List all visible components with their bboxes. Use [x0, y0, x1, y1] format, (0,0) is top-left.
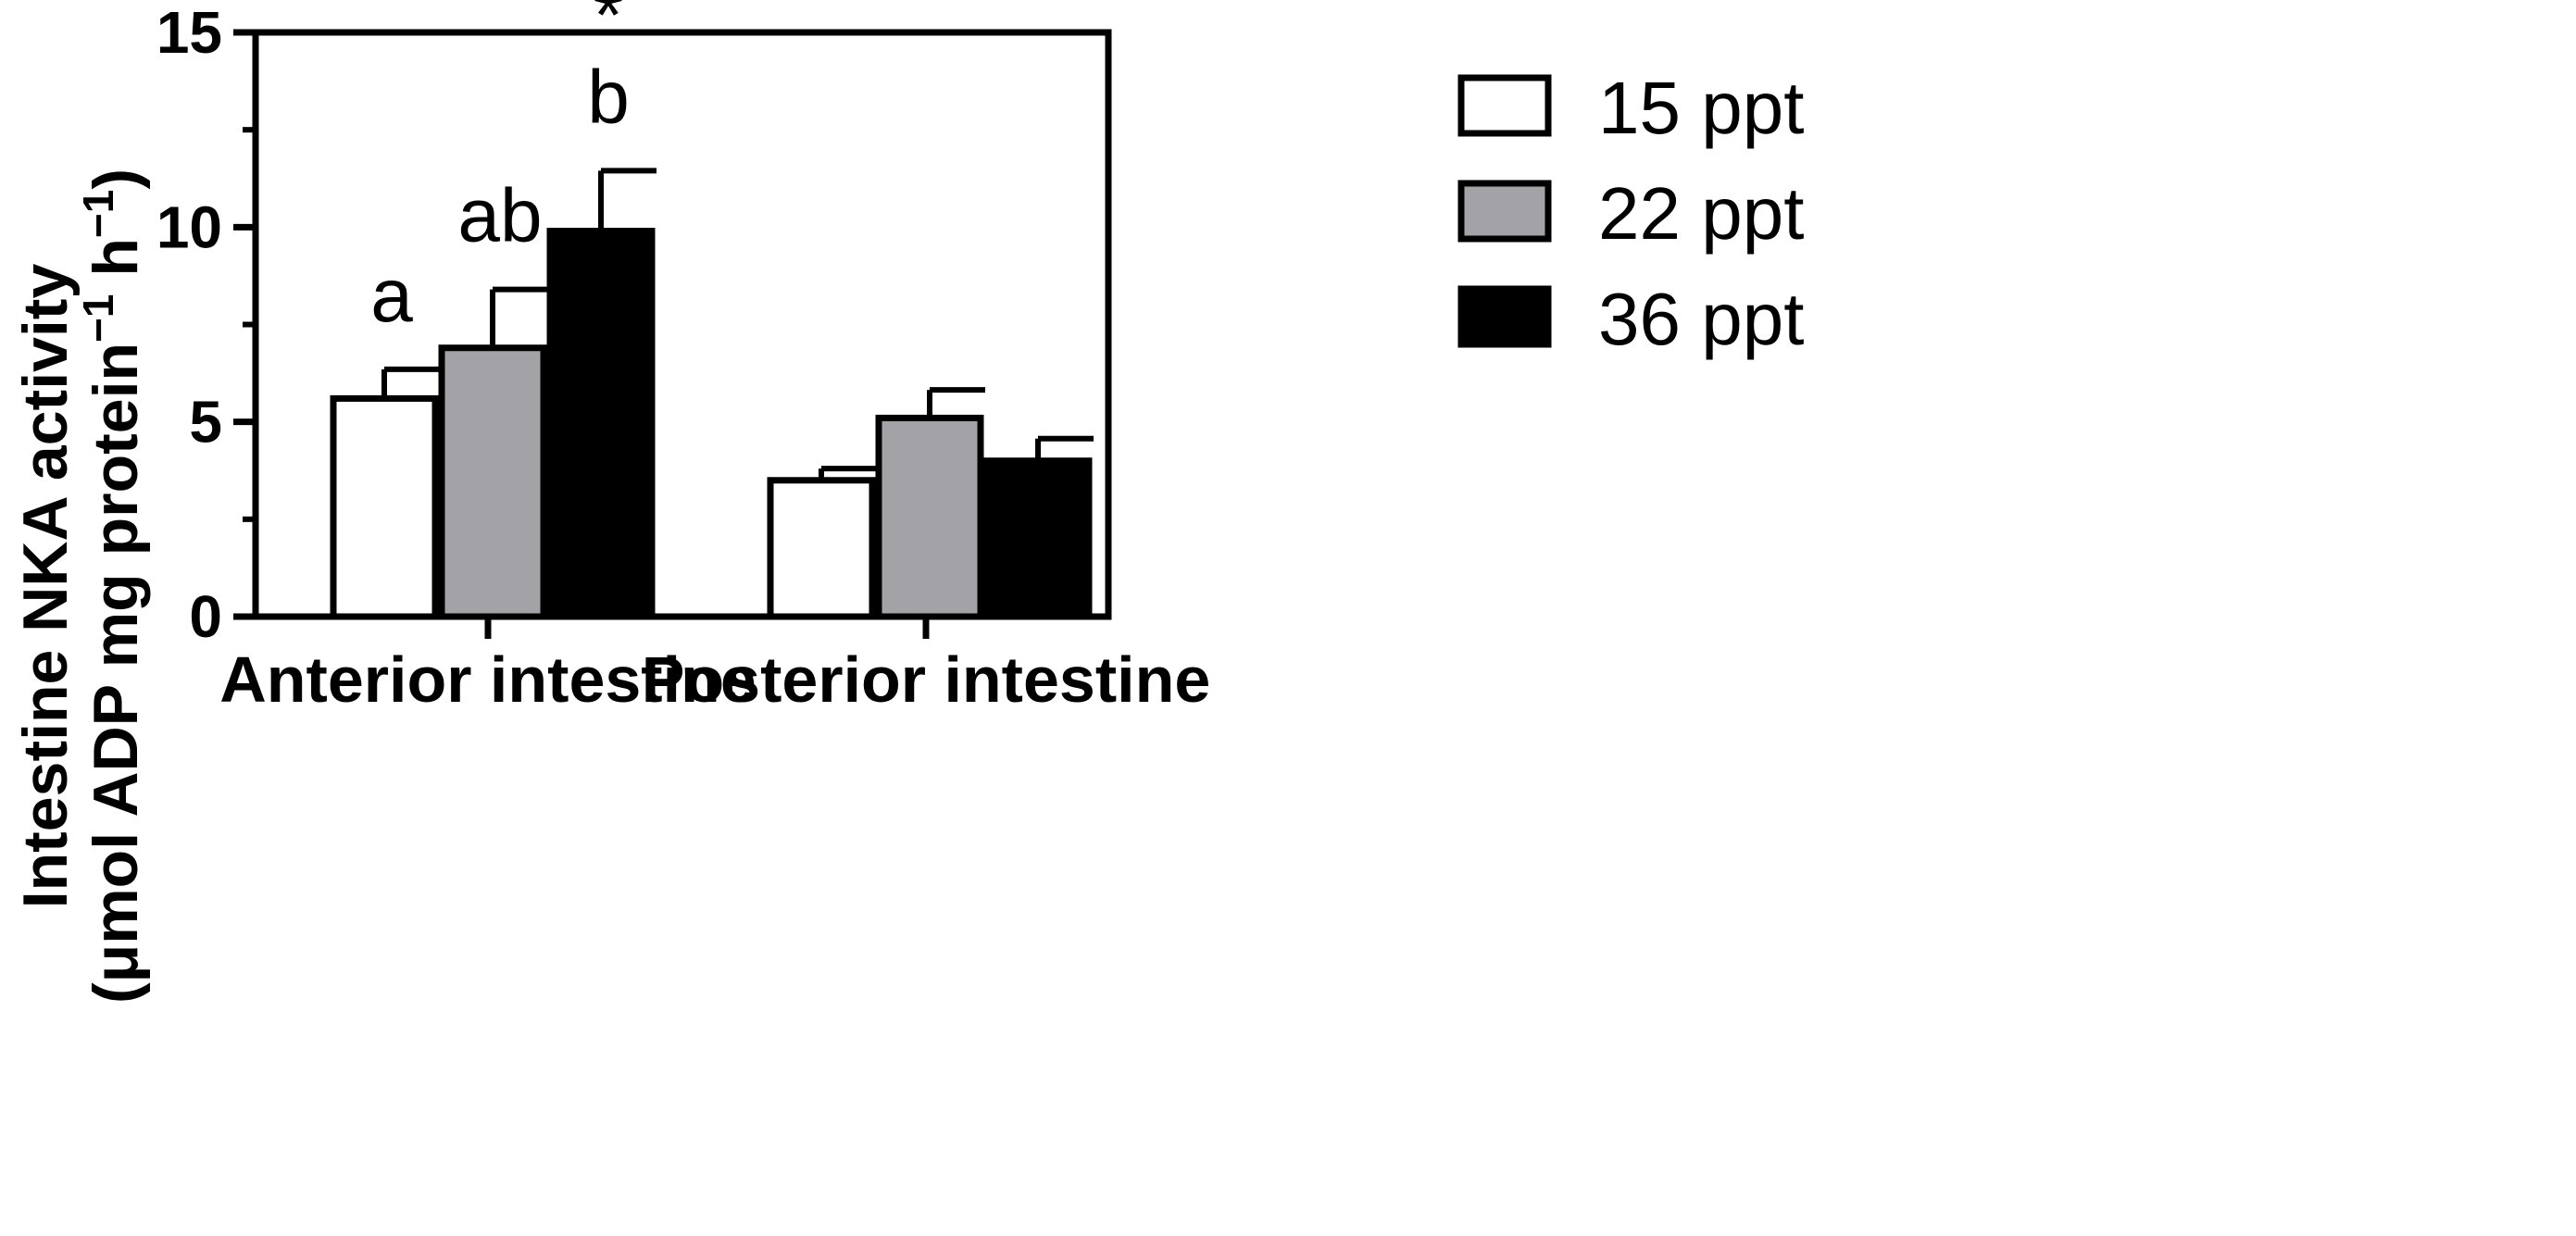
legend-swatch-36-ppt	[1457, 285, 1552, 348]
legend-swatch-22-ppt	[1457, 180, 1552, 243]
bar-36-ppt-cat0	[546, 228, 656, 620]
legend: 15 ppt 22 ppt 36 ppt	[1457, 67, 1804, 360]
significance-label: *	[594, 0, 623, 57]
legend-swatch-15-ppt	[1457, 74, 1552, 137]
legend-label: 22 ppt	[1598, 172, 1804, 255]
legend-label: 15 ppt	[1598, 67, 1804, 149]
bar-15-ppt-cat1	[767, 477, 876, 620]
x-category-label: Posterior intestine	[642, 643, 1211, 716]
y-tick-label-0: 0	[189, 583, 222, 650]
y-axis-label-line2: (μmol ADP mg protein−1 h−1)	[74, 169, 151, 1004]
significance-label: b	[587, 55, 630, 139]
bar-15-ppt-cat0	[330, 394, 439, 620]
y-axis-title: Intestine NKA activity (μmol ADP mg prot…	[10, 169, 151, 1004]
significance-label: ab	[457, 174, 542, 258]
x-category-label: Anterior intestine	[219, 643, 757, 716]
bar-22-ppt-cat0	[438, 344, 547, 620]
legend-label: 36 ppt	[1598, 278, 1804, 360]
bar-22-ppt-cat1	[875, 414, 984, 620]
y-tick-label-5: 5	[189, 389, 222, 456]
y-axis-label-line1: Intestine NKA activity	[10, 264, 81, 909]
y-tick-label-10: 10	[156, 194, 222, 260]
y-tick-label-15: 15	[156, 0, 222, 66]
significance-label: a	[370, 254, 413, 338]
bar-36-ppt-cat1	[983, 457, 1093, 620]
